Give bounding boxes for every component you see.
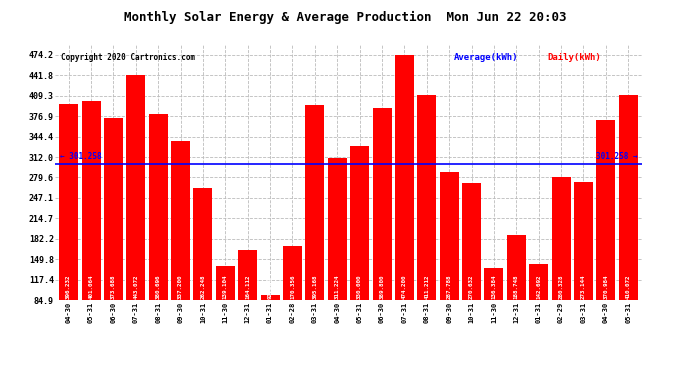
Bar: [574, 182, 593, 300]
Text: 396.232: 396.232: [66, 274, 71, 299]
Bar: [59, 104, 78, 300]
Text: Monthly Solar Energy & Average Production  Mon Jun 22 20:03: Monthly Solar Energy & Average Productio…: [124, 11, 566, 24]
Bar: [216, 266, 235, 300]
Bar: [126, 75, 146, 300]
Bar: [283, 246, 302, 300]
Text: 139.104: 139.104: [223, 274, 228, 299]
Bar: [551, 177, 571, 300]
Bar: [104, 118, 123, 300]
Bar: [395, 55, 414, 300]
Bar: [306, 105, 324, 300]
Bar: [171, 141, 190, 300]
Text: 380.696: 380.696: [156, 274, 161, 299]
Bar: [529, 264, 549, 300]
Text: 273.144: 273.144: [581, 274, 586, 299]
Bar: [193, 188, 213, 300]
Text: 389.800: 389.800: [380, 274, 384, 299]
Text: 311.224: 311.224: [335, 274, 339, 299]
Text: 443.072: 443.072: [133, 274, 138, 299]
Text: 262.248: 262.248: [200, 274, 206, 299]
Bar: [373, 108, 391, 300]
Bar: [507, 235, 526, 300]
Bar: [462, 183, 481, 300]
Text: ← 301.258: ← 301.258: [59, 152, 101, 161]
Bar: [261, 295, 279, 300]
Text: 287.788: 287.788: [446, 274, 452, 299]
Text: 270.632: 270.632: [469, 274, 474, 299]
Text: 411.212: 411.212: [424, 274, 429, 299]
Bar: [596, 120, 615, 300]
Text: 474.200: 474.200: [402, 274, 407, 299]
Bar: [81, 101, 101, 300]
Text: Daily(kWh): Daily(kWh): [548, 53, 602, 62]
Text: 142.692: 142.692: [536, 274, 541, 299]
Text: 395.168: 395.168: [313, 274, 317, 299]
Bar: [148, 114, 168, 300]
Text: 301.258 →: 301.258 →: [595, 152, 638, 161]
Bar: [350, 146, 369, 300]
Bar: [619, 95, 638, 300]
Text: 188.748: 188.748: [514, 274, 519, 299]
Bar: [440, 172, 459, 300]
Bar: [484, 268, 504, 300]
Text: 337.200: 337.200: [178, 274, 183, 299]
Text: 280.328: 280.328: [559, 274, 564, 299]
Text: 330.000: 330.000: [357, 274, 362, 299]
Bar: [417, 94, 436, 300]
Text: Average(kWh): Average(kWh): [454, 53, 518, 62]
Text: Copyright 2020 Cartronics.com: Copyright 2020 Cartronics.com: [61, 53, 195, 62]
Text: 401.064: 401.064: [88, 274, 94, 299]
Text: 136.384: 136.384: [491, 274, 497, 299]
Text: 373.688: 373.688: [111, 274, 116, 299]
Text: 92.564: 92.564: [268, 278, 273, 299]
Text: 164.112: 164.112: [245, 274, 250, 299]
Text: 170.356: 170.356: [290, 274, 295, 299]
Bar: [238, 250, 257, 300]
Text: 410.072: 410.072: [626, 274, 631, 299]
Bar: [328, 158, 347, 300]
Text: 370.984: 370.984: [603, 274, 609, 299]
